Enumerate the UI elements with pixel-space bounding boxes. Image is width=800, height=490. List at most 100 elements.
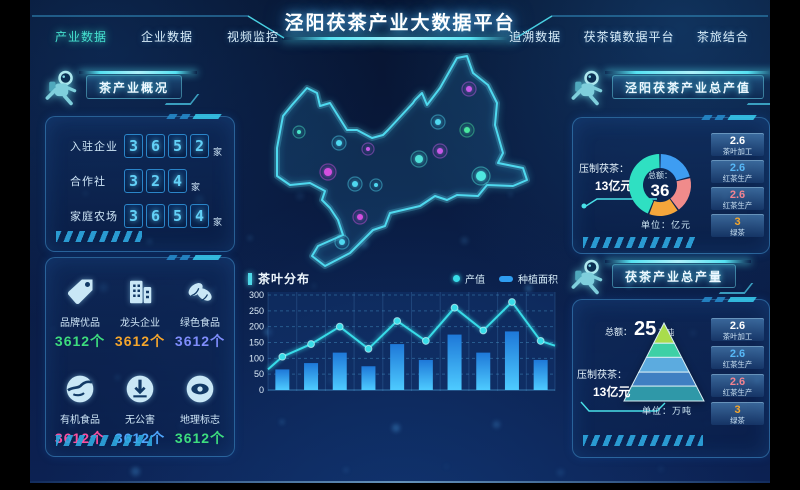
map-dot[interactable] bbox=[464, 127, 470, 133]
nav-item-0[interactable]: 产业数据 bbox=[54, 30, 107, 44]
cert-item-1: 龙头企业 3612个 bbox=[110, 272, 170, 359]
side-stat-label: 红茶生产 bbox=[722, 360, 753, 369]
astronaut-icon bbox=[568, 257, 606, 302]
map-dot[interactable] bbox=[476, 171, 486, 181]
digit-box: 4 bbox=[190, 204, 209, 228]
bokeh-particle bbox=[461, 237, 468, 244]
output-volume-panel: 总额： 25 万吨 压制茯茶： 13亿元 单位：万吨 2.6茶叶加工2.6红茶生… bbox=[572, 299, 770, 458]
map-dot[interactable] bbox=[461, 81, 477, 97]
map-dot[interactable] bbox=[466, 86, 472, 92]
svg-text:250: 250 bbox=[249, 306, 264, 316]
legend-item-output-value[interactable]: 产值 bbox=[453, 271, 485, 286]
bokeh-particle bbox=[445, 465, 448, 468]
side-stat-label: 茶叶加工 bbox=[722, 332, 753, 341]
line-point-output-value bbox=[508, 298, 516, 306]
cert-item-2: 绿色食品 3612个 bbox=[170, 272, 230, 359]
unit-label: 单位：万吨 bbox=[642, 406, 693, 416]
green-food-icon bbox=[170, 272, 230, 312]
digit-box: 5 bbox=[168, 204, 187, 228]
donut-slice bbox=[660, 154, 690, 181]
bar-planted-area bbox=[447, 334, 462, 390]
section-header-output-volume: 茯茶产业总产量 bbox=[568, 251, 768, 301]
digit-box: 3 bbox=[124, 134, 143, 158]
side-stat-label: 绿茶 bbox=[730, 228, 745, 237]
nav-item-2[interactable]: 视频监控 bbox=[226, 30, 279, 44]
nav-right: 追溯数据 茯茶镇数据平台 茶旅结合 bbox=[498, 28, 760, 45]
map-dot[interactable] bbox=[430, 114, 446, 130]
output-value-panel: 压制茯茶： 13亿元 总额： 36 单位：亿元 2.6 茶叶加工 2.6 红茶生产 2.… bbox=[572, 117, 770, 254]
bottom-edge-line bbox=[30, 481, 770, 483]
map-dot[interactable] bbox=[432, 143, 448, 159]
side-stat-value: 2.6 bbox=[729, 320, 746, 332]
map-dot[interactable] bbox=[352, 209, 368, 225]
nav-item-1[interactable]: 茯茶镇数据平台 bbox=[583, 30, 675, 44]
map-dot[interactable] bbox=[435, 119, 441, 125]
map-dot[interactable] bbox=[361, 142, 375, 156]
side-stat-0: 2.6 茶叶加工 bbox=[711, 133, 764, 156]
map-dot[interactable] bbox=[410, 150, 428, 168]
pressed-futea-callout: 压制茯茶： 13亿元 bbox=[577, 366, 677, 419]
side-stat-value: 2.6 bbox=[729, 348, 746, 360]
side-stat-label: 红茶生产 bbox=[722, 201, 753, 210]
map-dot[interactable] bbox=[336, 140, 342, 146]
digit-box: 3 bbox=[124, 204, 143, 228]
bokeh-particle bbox=[509, 193, 512, 196]
map-dot[interactable] bbox=[292, 125, 306, 139]
map-dot[interactable] bbox=[319, 163, 337, 181]
line-point-output-value bbox=[278, 352, 287, 361]
map-dot[interactable] bbox=[331, 135, 347, 151]
callout-pointer-line bbox=[580, 401, 666, 412]
chart-legend: 产值 种植面积 bbox=[453, 271, 558, 286]
map-dot[interactable] bbox=[334, 234, 350, 250]
cert-label: 龙头企业 bbox=[120, 318, 160, 329]
map-dot[interactable] bbox=[347, 176, 363, 192]
svg-text:200: 200 bbox=[249, 322, 264, 332]
map-dot[interactable] bbox=[374, 183, 378, 187]
stat-label: 家庭农场 bbox=[70, 211, 118, 223]
bokeh-particle bbox=[360, 240, 368, 248]
map-dot[interactable] bbox=[297, 130, 301, 134]
certifications-panel: 品牌优品3612个龙头企业3612个绿色食品3612个有机食品3612个无公害3… bbox=[45, 257, 235, 457]
nav-item-2[interactable]: 茶旅结合 bbox=[696, 30, 749, 44]
stat-label: 合作社 bbox=[70, 176, 106, 188]
nav-item-1[interactable]: 企业数据 bbox=[140, 30, 193, 44]
map-dot[interactable] bbox=[471, 166, 491, 186]
pyramid-layer bbox=[623, 385, 705, 402]
cert-value: 3612个 bbox=[174, 333, 226, 349]
donut-slice bbox=[670, 178, 691, 210]
map-dot[interactable] bbox=[352, 181, 358, 187]
chart-header: 茶叶分布 产值 种植面积 bbox=[248, 270, 558, 287]
output-value-side-stats: 2.6 茶叶加工 2.6 红茶生产 2.6 红茶生产 3 绿茶 bbox=[711, 133, 764, 237]
map-dot[interactable] bbox=[324, 168, 332, 176]
stat-unit: 家 bbox=[191, 182, 201, 192]
map-dot[interactable] bbox=[459, 122, 475, 138]
legend-item-planted-area[interactable]: 种植面积 bbox=[499, 271, 558, 286]
cert-item-5: 地理标志 3612个 bbox=[170, 369, 230, 456]
map-dot[interactable] bbox=[437, 148, 443, 154]
nav-item-0[interactable]: 追溯数据 bbox=[509, 30, 562, 44]
map-dot[interactable] bbox=[366, 147, 370, 151]
digit-box: 6 bbox=[146, 134, 165, 158]
cert-value: 3612个 bbox=[114, 333, 166, 349]
svg-text:150: 150 bbox=[249, 338, 264, 348]
digit-box: 2 bbox=[190, 134, 209, 158]
digit-box: 5 bbox=[168, 134, 187, 158]
svg-text:0: 0 bbox=[259, 385, 264, 395]
map-dot[interactable] bbox=[339, 239, 345, 245]
building-icon bbox=[110, 272, 170, 312]
pollution-free-icon bbox=[110, 369, 170, 409]
map-dot[interactable] bbox=[357, 214, 363, 220]
map-dot[interactable] bbox=[369, 178, 383, 192]
map-dot[interactable] bbox=[415, 155, 423, 163]
bokeh-particle bbox=[248, 236, 252, 240]
digit-box: 3 bbox=[124, 169, 143, 193]
bokeh-particle bbox=[557, 469, 564, 476]
line-point-output-value bbox=[421, 337, 430, 345]
output-volume-side-stats: 2.6 茶叶加工 2.6 红茶生产 2.6 红茶生产 3 绿茶 bbox=[711, 318, 764, 425]
donut-slice bbox=[649, 199, 678, 216]
section-header-overview: 茶产业概况 bbox=[42, 62, 242, 112]
bar-planted-area bbox=[332, 352, 347, 390]
astronaut-icon bbox=[568, 68, 606, 113]
